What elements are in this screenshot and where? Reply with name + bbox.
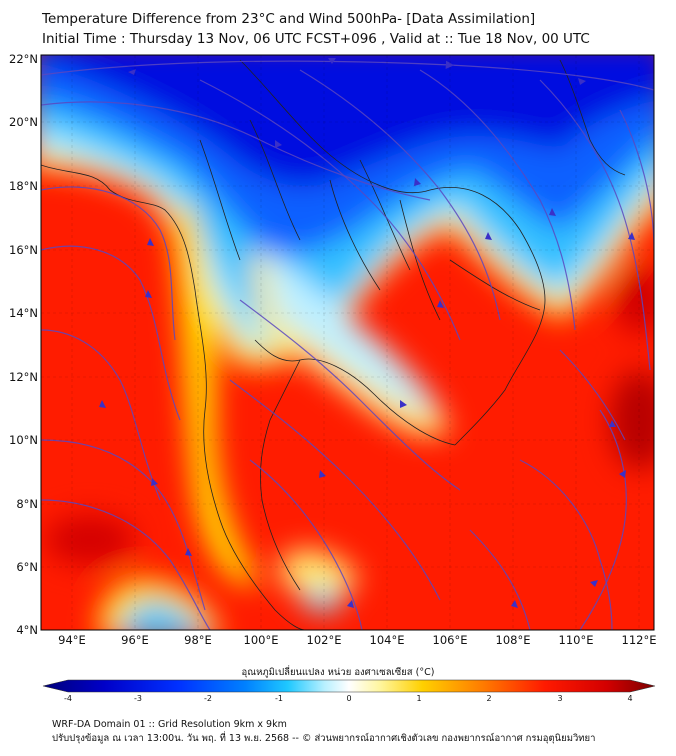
- colorbar: -4 -3 -2 -1 0 1 2 3 4: [42, 679, 656, 703]
- footer-line-2: ปรับปรุงข้อมูล ณ เวลา 13:00น. วัน พฤ. ที…: [52, 733, 596, 744]
- lat-label: 16°N: [9, 243, 38, 257]
- footer-line-1: WRF-DA Domain 01 :: Grid Resolution 9km …: [52, 719, 287, 730]
- colorbar-tick: 4: [627, 694, 632, 703]
- lat-label: 4°N: [16, 623, 38, 637]
- lon-label: 104°E: [370, 633, 405, 647]
- colorbar-tick: -2: [204, 694, 212, 703]
- lon-label: 100°E: [244, 633, 279, 647]
- lon-label: 110°E: [559, 633, 594, 647]
- title-line-2: Initial Time : Thursday 13 Nov, 06 UTC F…: [42, 31, 590, 47]
- lon-label: 98°E: [184, 633, 212, 647]
- lon-label: 96°E: [121, 633, 149, 647]
- title-line-1: Temperature Difference from 23°C and Win…: [42, 11, 536, 27]
- lon-label: 112°E: [622, 633, 657, 647]
- colorbar-tick: -3: [134, 694, 142, 703]
- lon-label: 102°E: [307, 633, 342, 647]
- colorbar-label: อุณหภูมิเปลี่ยนแปลง หน่วย องศาเซลเซียส (…: [241, 667, 435, 678]
- graticule: [41, 55, 654, 630]
- lon-axis: 94°E 96°E 98°E 100°E 102°E 104°E 106°E 1…: [58, 633, 656, 647]
- colorbar-ramp: [42, 679, 656, 693]
- colorbar-tick: -1: [275, 694, 283, 703]
- colorbar-tick: 0: [346, 694, 351, 703]
- lat-label: 18°N: [9, 179, 38, 193]
- footer: WRF-DA Domain 01 :: Grid Resolution 9km …: [52, 718, 595, 746]
- colorbar-tick: 1: [416, 694, 421, 703]
- lon-label: 106°E: [433, 633, 468, 647]
- lat-label: 8°N: [16, 497, 38, 511]
- wind-arrows: [99, 58, 635, 608]
- lat-label: 14°N: [9, 306, 38, 320]
- lon-label: 94°E: [58, 633, 86, 647]
- lat-label: 6°N: [16, 560, 38, 574]
- colorbar-tick: -4: [64, 694, 72, 703]
- lat-axis: 22°N 20°N 18°N 16°N 14°N 12°N 10°N 8°N 6…: [9, 52, 38, 637]
- lat-label: 10°N: [9, 433, 38, 447]
- colorbar-tick: 3: [557, 694, 562, 703]
- plot-frame: [40, 54, 655, 631]
- map-title: Temperature Difference from 23°C and Win…: [42, 9, 590, 49]
- temperature-field: [41, 55, 654, 630]
- colorbar-tick: 2: [486, 694, 491, 703]
- lat-label: 12°N: [9, 370, 38, 384]
- lat-label: 20°N: [9, 115, 38, 129]
- lat-label: 22°N: [9, 52, 38, 66]
- lon-label: 108°E: [496, 633, 531, 647]
- wind-streamlines: [41, 60, 654, 630]
